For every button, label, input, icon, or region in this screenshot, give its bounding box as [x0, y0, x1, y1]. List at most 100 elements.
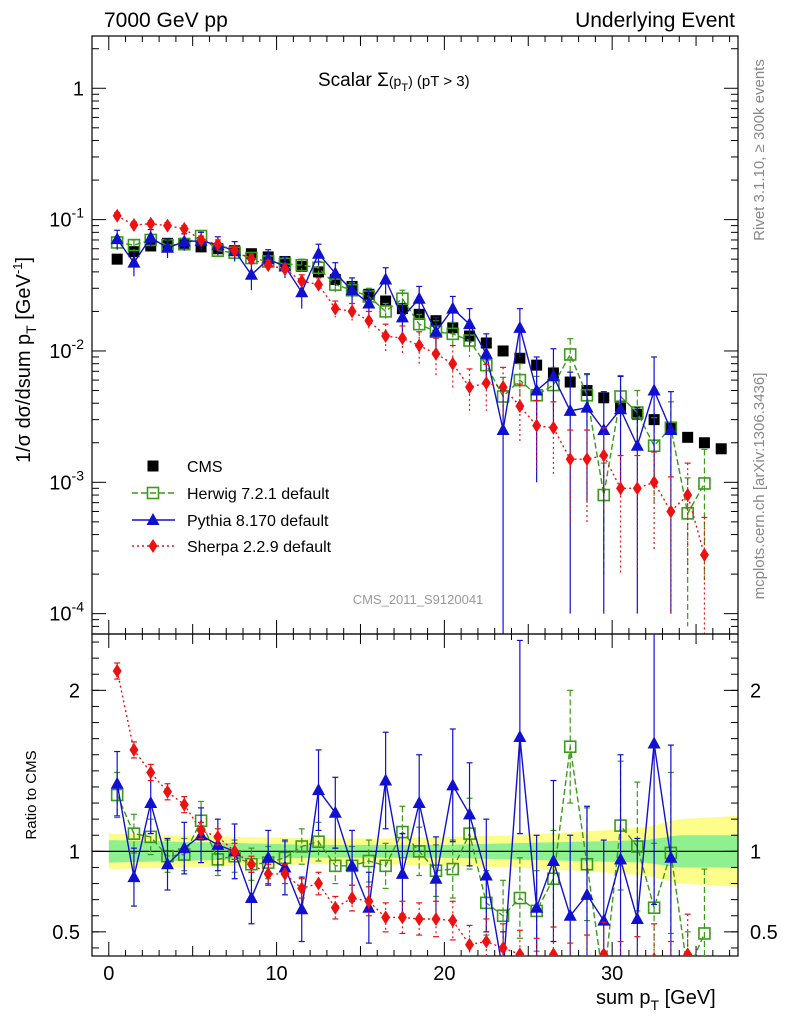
data-point: [582, 452, 592, 467]
x-tick-label: 0: [103, 963, 114, 985]
data-point: [312, 246, 326, 259]
ratio-point: [297, 881, 307, 896]
data-point: [715, 443, 727, 455]
data-point: [179, 221, 189, 236]
ratio-point: [515, 947, 525, 956]
ratio-point: [496, 909, 510, 923]
ratio-point: [314, 876, 324, 891]
rivet-label: Rivet 3.1.10, ≥ 300k events: [751, 59, 768, 241]
data-point: [563, 348, 577, 361]
ratio-point: [597, 913, 611, 926]
data-point: [498, 380, 508, 395]
data-point: [295, 258, 309, 272]
ratio-series-pythia: [110, 634, 678, 956]
ratio-point: [633, 962, 642, 976]
data-point: [565, 452, 575, 467]
data-point: [263, 258, 273, 273]
data-point: [111, 253, 123, 265]
ratio-point: [563, 908, 577, 921]
ratio-point: [364, 894, 374, 909]
ratio-point: [347, 891, 357, 906]
data-point: [514, 352, 526, 364]
data-point: [347, 304, 357, 319]
ratio-point: [177, 841, 191, 854]
ratio-series-sherpa: [112, 662, 693, 981]
ratio-point: [481, 934, 491, 949]
ratio-point: [664, 850, 678, 863]
ratio-point: [580, 887, 594, 900]
main-panel: 1 10-1 10-2 10-3 10-4: [49, 35, 739, 635]
data-point: [244, 267, 258, 280]
data-point: [379, 272, 393, 285]
ratio-point: [647, 736, 661, 749]
data-point: [297, 274, 307, 289]
ratio-panel: 0 10 20 30 0.5 0.5 1 1 2 2: [52, 633, 778, 985]
data-point: [112, 208, 122, 223]
ratio-y-tick-label-right: 2: [750, 680, 761, 702]
series-line: [116, 236, 672, 448]
data-point: [614, 402, 628, 415]
data-point: [513, 320, 527, 333]
ratio-point: [412, 796, 426, 809]
ratio-point: [530, 900, 544, 913]
data-point: [479, 346, 493, 359]
data-point: [213, 237, 223, 252]
ratio-point: [146, 765, 156, 780]
ratio-point: [295, 840, 309, 853]
data-point: [395, 310, 409, 323]
legend-marker: [146, 486, 160, 500]
ratio-point: [261, 850, 275, 863]
ratio-point: [161, 857, 175, 870]
ratio-point: [263, 866, 273, 881]
ratio-point: [230, 844, 240, 859]
series-pythia: [110, 228, 678, 634]
data-point: [698, 477, 711, 490]
data-point: [431, 346, 441, 361]
ratio-point: [546, 854, 560, 867]
ratio-point: [213, 829, 223, 844]
data-point: [630, 438, 644, 451]
data-point: [280, 262, 290, 277]
data-point: [666, 504, 676, 519]
header-process: Underlying Event: [575, 9, 735, 32]
data-point: [532, 418, 542, 433]
data-point: [328, 266, 342, 279]
data-point: [632, 481, 642, 496]
ratio-y-tick-label-right: 0.5: [750, 922, 778, 944]
ratio-series-line: [116, 736, 672, 956]
data-point: [161, 240, 175, 253]
x-tick-label: 30: [601, 963, 623, 985]
series-line: [116, 215, 706, 556]
ratio-point: [328, 859, 342, 873]
data-point: [497, 345, 509, 357]
ratio-point: [651, 952, 657, 956]
ratio-point: [312, 783, 326, 796]
ratio-point: [599, 947, 609, 956]
legend-label: Herwig 7.2.1 default: [187, 486, 330, 503]
legend: CMS Herwig 7.2.1 default Pythia 8.170 defa…: [132, 459, 332, 556]
ratio-point: [144, 796, 158, 809]
data-point: [683, 488, 693, 503]
y-axis-label: 1/σ dσ/dsum pT [GeV-1]: [10, 257, 39, 463]
main-y-tick-label: 10-2: [49, 336, 84, 363]
data-point: [127, 238, 141, 252]
x-tick-label: 10: [265, 963, 287, 985]
ratio-point: [379, 773, 393, 786]
ratio-point: [666, 967, 675, 981]
ratio-point: [479, 868, 493, 881]
ratio-axis-label: Ratio to CMS: [23, 750, 40, 839]
ratio-point: [127, 870, 141, 883]
x-axis-label: sum pT [GeV]: [596, 987, 716, 1013]
data-point: [296, 260, 308, 272]
data-point: [397, 331, 407, 346]
data-point: [412, 291, 426, 304]
data-point: [429, 324, 443, 337]
ratio-point: [381, 910, 391, 925]
series-sherpa: [112, 208, 709, 634]
ratio-point: [498, 940, 508, 955]
ratio-point: [683, 947, 693, 956]
ratio-point: [330, 900, 340, 915]
ratio-point: [196, 823, 206, 838]
main-y-tick-label: 1: [73, 78, 84, 100]
data-point: [496, 423, 510, 436]
